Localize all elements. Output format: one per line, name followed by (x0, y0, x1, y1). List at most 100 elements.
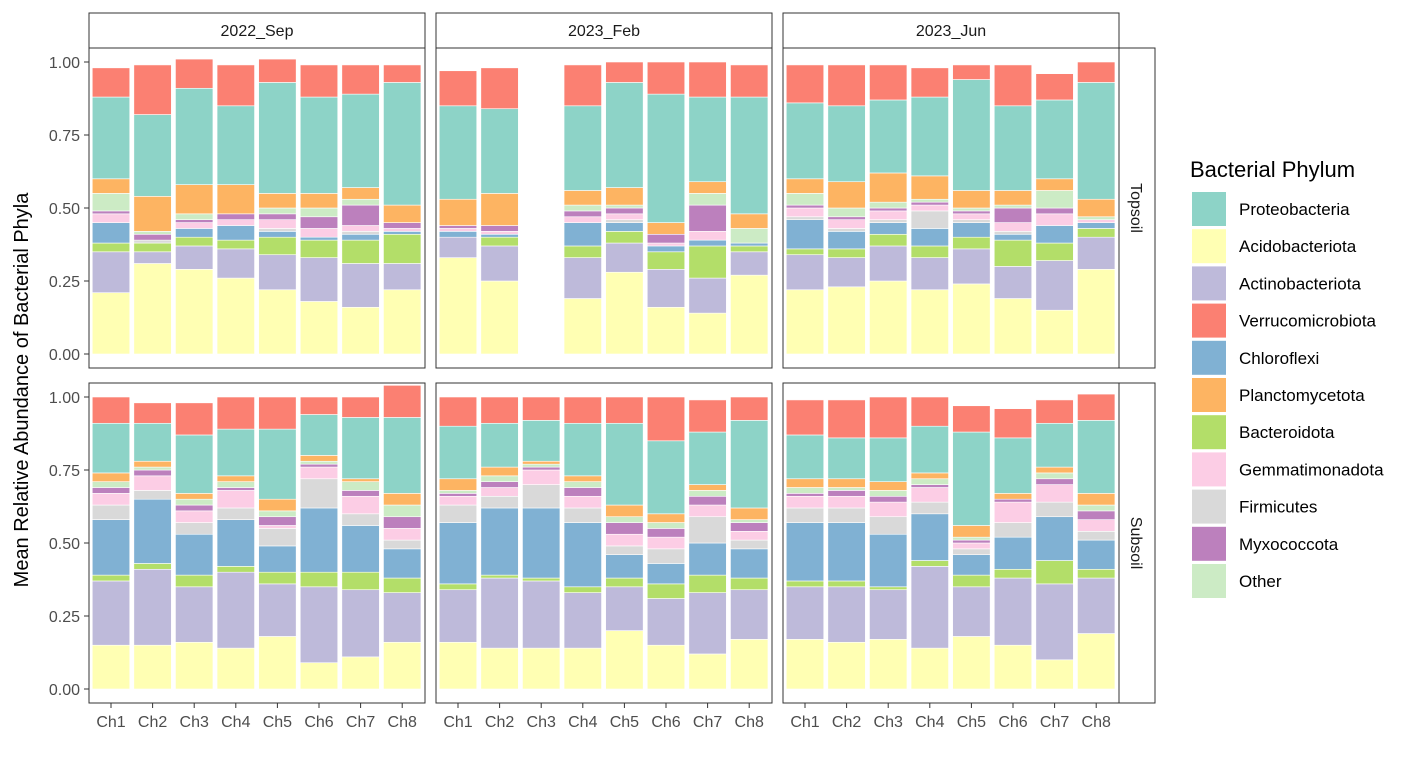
bar-segment-firmicutes-ch1 (785, 216, 825, 220)
bar-segment-gemmatimonadota-ch4 (910, 487, 949, 503)
bar-segment-actinobacteriota-ch3 (522, 580, 561, 649)
bar-segment-bacteroidota-ch2 (133, 563, 172, 570)
bar-segment-verrucomicrobiota-ch4 (910, 396, 949, 427)
bar-segment-firmicutes-ch4 (910, 210, 949, 229)
bar-segment-verrucomicrobiota-ch4 (216, 64, 255, 107)
bar-segment-planctomycetota-ch8 (1077, 198, 1116, 218)
bar-segment-firmicutes-ch3 (869, 516, 908, 535)
bar-segment-gemmatimonadota-ch7 (1035, 484, 1074, 503)
bar-segment-other-ch3 (522, 463, 561, 468)
bar-segment-acidobacteriota-ch5 (258, 636, 297, 690)
bar-segment-actinobacteriota-ch4 (910, 566, 949, 649)
bar-segment-chloroflexi-ch7 (688, 239, 727, 247)
bar-segment-other-ch5 (952, 207, 991, 212)
bar-segment-bacteroidota-ch4 (216, 566, 255, 573)
bar-segment-verrucomicrobiota-ch8 (730, 64, 769, 98)
bar-segment-proteobacteria-ch3 (869, 437, 908, 482)
bar-segment-acidobacteriota-ch3 (869, 280, 908, 355)
y-axis-title: Mean Relative Abundance of Bacterial Phy… (11, 192, 33, 588)
bar-segment-verrucomicrobiota-ch1 (785, 64, 825, 104)
bar-segment-actinobacteriota-ch3 (869, 589, 908, 640)
bar-segment-verrucomicrobiota-ch6 (299, 64, 339, 98)
bar-segment-acidobacteriota-ch2 (480, 280, 519, 355)
bar-segment-planctomycetota-ch7 (688, 484, 727, 491)
panel-border (435, 382, 773, 704)
x-tick-label-ch8: Ch8 (388, 714, 417, 731)
bar-segment-firmicutes-ch2 (133, 239, 172, 244)
bar-segment-myxococcota-ch2 (827, 490, 866, 497)
bar-segment-proteobacteria-ch7 (341, 417, 380, 480)
bar-segment-verrucomicrobiota-ch5 (258, 58, 297, 83)
bar-segment-planctomycetota-ch2 (827, 181, 866, 209)
bar-segment-chloroflexi-ch8 (1077, 539, 1116, 570)
bar-segment-proteobacteria-ch4 (563, 422, 602, 477)
bar-segment-bacteroidota-ch5 (258, 571, 297, 585)
bar-segment-bacteroidota-ch6 (993, 239, 1033, 267)
bar-segment-verrucomicrobiota-ch5 (605, 61, 644, 83)
bar-segment-actinobacteriota-ch2 (827, 586, 866, 643)
bar-segment-actinobacteriota-ch8 (383, 592, 422, 643)
bar-segment-acidobacteriota-ch4 (910, 289, 949, 355)
bar-segment-bacteroidota-ch1 (438, 583, 478, 591)
legend-label-acidobacteriota: Acidobacteriota (1239, 237, 1357, 256)
facet-strip-2023-feb (435, 12, 773, 49)
bar-segment-planctomycetota-ch2 (480, 466, 519, 477)
bar-segment-myxococcota-ch5 (258, 516, 297, 526)
bar-segment-gemmatimonadota-ch3 (522, 469, 561, 485)
bar-segment-bacteroidota-ch5 (952, 236, 991, 250)
bar-segment-proteobacteria-ch8 (383, 82, 422, 206)
bar-segment-other-ch7 (688, 193, 727, 206)
bar-segment-bacteroidota-ch8 (730, 577, 769, 591)
bar-segment-gemmatimonadota-ch4 (563, 495, 602, 509)
bar-segment-acidobacteriota-ch5 (952, 283, 991, 355)
bar-segment-verrucomicrobiota-ch5 (952, 405, 991, 433)
bar-segment-actinobacteriota-ch7 (1035, 260, 1074, 311)
bar-segment-bacteroidota-ch6 (646, 251, 686, 270)
bar-segment-chloroflexi-ch5 (605, 554, 644, 579)
bar-segment-myxococcota-ch5 (605, 207, 644, 215)
bar-segment-proteobacteria-ch4 (910, 96, 949, 177)
bar-segment-proteobacteria-ch5 (258, 82, 297, 194)
bar-segment-bacteroidota-ch4 (563, 586, 602, 593)
bar-segment-proteobacteria-ch2 (827, 105, 866, 183)
bar-segment-verrucomicrobiota-ch3 (869, 396, 908, 439)
bar-segment-chloroflexi-ch1 (785, 219, 825, 250)
bar-segment-chloroflexi-ch5 (258, 231, 297, 238)
bar-segment-other-ch7 (341, 198, 380, 206)
bar-segment-actinobacteriota-ch7 (688, 277, 727, 314)
bar-segment-acidobacteriota-ch7 (1035, 659, 1074, 690)
y-tick-label: 1.00 (49, 390, 80, 407)
bar-segment-myxococcota-ch7 (341, 204, 380, 226)
bar-segment-acidobacteriota-ch1 (438, 641, 478, 690)
y-tick-label: 0.50 (49, 536, 80, 553)
bar-segment-actinobacteriota-ch5 (605, 242, 644, 273)
bar-segment-planctomycetota-ch3 (175, 184, 214, 215)
bar-segment-gemmatimonadota-ch2 (827, 219, 866, 229)
bar-segment-actinobacteriota-ch8 (1077, 577, 1116, 634)
bar-segment-actinobacteriota-ch2 (133, 251, 172, 264)
panel-border (782, 47, 1120, 369)
x-tick-label-ch6: Ch6 (651, 714, 680, 731)
bar-segment-myxococcota-ch7 (341, 490, 380, 497)
bar-segment-myxococcota-ch2 (827, 216, 866, 220)
bar-segment-proteobacteria-ch7 (341, 93, 380, 188)
x-tick-label-ch5: Ch5 (263, 714, 292, 731)
bar-segment-bacteroidota-ch3 (522, 577, 561, 582)
bar-segment-myxococcota-ch8 (730, 522, 769, 532)
bar-segment-myxococcota-ch6 (993, 498, 1033, 503)
bar-segment-proteobacteria-ch8 (1077, 82, 1116, 200)
bar-segment-verrucomicrobiota-ch5 (952, 64, 991, 80)
panel-2022-sep-topsoil (88, 47, 426, 369)
bar-segment-firmicutes-ch5 (605, 219, 644, 223)
bar-segment-gemmatimonadota-ch5 (605, 213, 644, 220)
bar-segment-acidobacteriota-ch8 (383, 641, 422, 690)
bar-segment-actinobacteriota-ch4 (563, 592, 602, 649)
bar-segment-planctomycetota-ch5 (605, 504, 644, 518)
bar-segment-actinobacteriota-ch6 (299, 586, 339, 664)
bar-segment-verrucomicrobiota-ch7 (688, 399, 727, 433)
panel-border (88, 382, 426, 704)
bar-segment-firmicutes-ch3 (175, 522, 214, 535)
bar-segment-gemmatimonadota-ch5 (605, 533, 644, 547)
bar-segment-bacteroidota-ch1 (91, 574, 131, 582)
bar-segment-acidobacteriota-ch3 (175, 269, 214, 355)
